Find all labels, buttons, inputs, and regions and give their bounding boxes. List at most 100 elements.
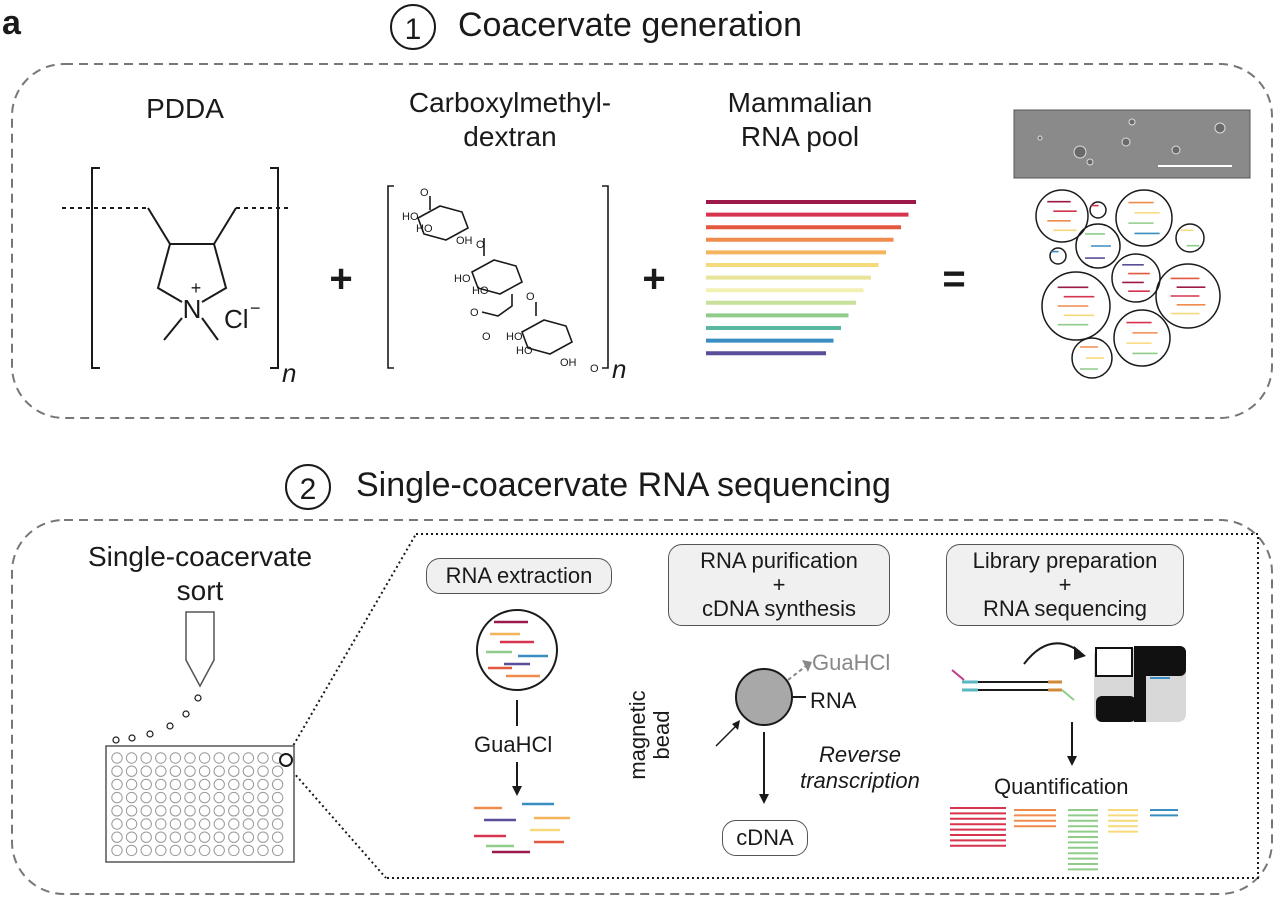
well (140, 805, 152, 817)
well (228, 831, 240, 843)
well (228, 844, 240, 857)
pdda-counterion-charge: − (250, 298, 261, 318)
sort-nozzle (185, 611, 215, 688)
pdda-plus-charge: + (191, 278, 202, 298)
sort-label-line2: sort (176, 575, 224, 606)
well (228, 805, 240, 817)
section2-title: Single-coacervate RNA sequencing (356, 466, 891, 504)
well (184, 778, 196, 791)
svg-text:OH: OH (456, 235, 473, 247)
well (155, 805, 167, 817)
zoom-box (386, 533, 1259, 879)
well (184, 791, 196, 804)
well (257, 765, 269, 777)
library-preparation-box: Library preparation + RNA sequencing (946, 544, 1184, 626)
well (125, 791, 138, 804)
section1-number-badge: 1 (390, 4, 436, 50)
well (169, 778, 182, 791)
well (125, 765, 138, 777)
well (198, 778, 211, 791)
extraction-droplet (476, 609, 558, 691)
well (257, 805, 269, 817)
section1-frame (11, 63, 1273, 419)
well (140, 791, 152, 804)
well (111, 831, 123, 843)
rna-extraction-box: RNA extraction (426, 558, 612, 594)
cdna-box: cDNA (722, 820, 808, 856)
rna-pool-bars (706, 200, 916, 356)
sort-label: Single-coacervate sort (50, 540, 350, 608)
well (242, 791, 255, 804)
well (184, 818, 196, 830)
well (213, 844, 225, 857)
well (271, 844, 284, 857)
svg-text:O: O (526, 291, 535, 303)
well (169, 831, 182, 843)
well (140, 752, 152, 764)
well (213, 791, 225, 804)
highlighted-well (279, 753, 293, 767)
well (198, 791, 211, 804)
well (184, 765, 196, 777)
well (125, 778, 138, 791)
well (257, 752, 269, 764)
section2-frame (11, 519, 1273, 895)
coacervate-droplet (1041, 271, 1111, 341)
well (155, 765, 167, 777)
magnetic-bead (735, 668, 793, 726)
read-stack (950, 807, 1006, 847)
coacervate-droplet (1089, 201, 1107, 219)
rna-pool-label: Mammalian RNA pool (680, 86, 920, 154)
well (271, 818, 284, 830)
well (140, 831, 152, 843)
well (228, 765, 240, 777)
well (111, 805, 123, 817)
well (125, 818, 138, 830)
coacervate-droplet (1115, 189, 1173, 247)
well (228, 791, 240, 804)
well (125, 752, 138, 764)
purification-line2: + (772, 572, 786, 597)
well (140, 778, 152, 791)
rt-line1: Reverse (819, 742, 901, 767)
pdda-structure (62, 167, 292, 369)
well (198, 818, 211, 830)
svg-text:OH: OH (560, 357, 577, 369)
rt-line2: transcription (800, 768, 920, 793)
quantification-label: Quantification (994, 774, 1129, 799)
well (111, 818, 123, 830)
well (184, 844, 196, 857)
guahcl-removal-arrow (787, 660, 812, 681)
well (111, 844, 123, 857)
rna-pool-label-line2: RNA pool (740, 121, 860, 152)
svg-text:HO: HO (516, 345, 533, 357)
well (257, 831, 269, 843)
pdda-counterion: Cl (224, 304, 249, 334)
pdda-n-subscript: n (282, 358, 296, 388)
well (125, 805, 138, 817)
well (140, 765, 152, 777)
svg-text:O: O (476, 239, 485, 251)
well (228, 778, 240, 791)
coacervate-droplet (1175, 223, 1205, 253)
well (184, 752, 196, 764)
well (155, 791, 167, 804)
bead-pointer-arrow (715, 720, 740, 747)
cmd-label-line2: dextran (463, 121, 557, 152)
coacervate-droplet (1049, 247, 1067, 265)
well (169, 844, 182, 857)
well-plate-wells (111, 752, 284, 857)
svg-text:O: O (470, 307, 479, 319)
cmd-label: Carboxylmethyl- dextran (360, 86, 660, 154)
well (198, 752, 211, 764)
guahcl-extraction-label: GuaHCl (474, 732, 553, 757)
well (111, 752, 123, 764)
svg-text:HO: HO (402, 211, 419, 223)
well (198, 844, 211, 857)
well (242, 844, 255, 857)
well (242, 831, 255, 843)
well (140, 844, 152, 857)
well-plate (105, 745, 295, 863)
library-line3: RNA sequencing (983, 596, 1147, 621)
coacervate-droplet (1113, 309, 1171, 367)
